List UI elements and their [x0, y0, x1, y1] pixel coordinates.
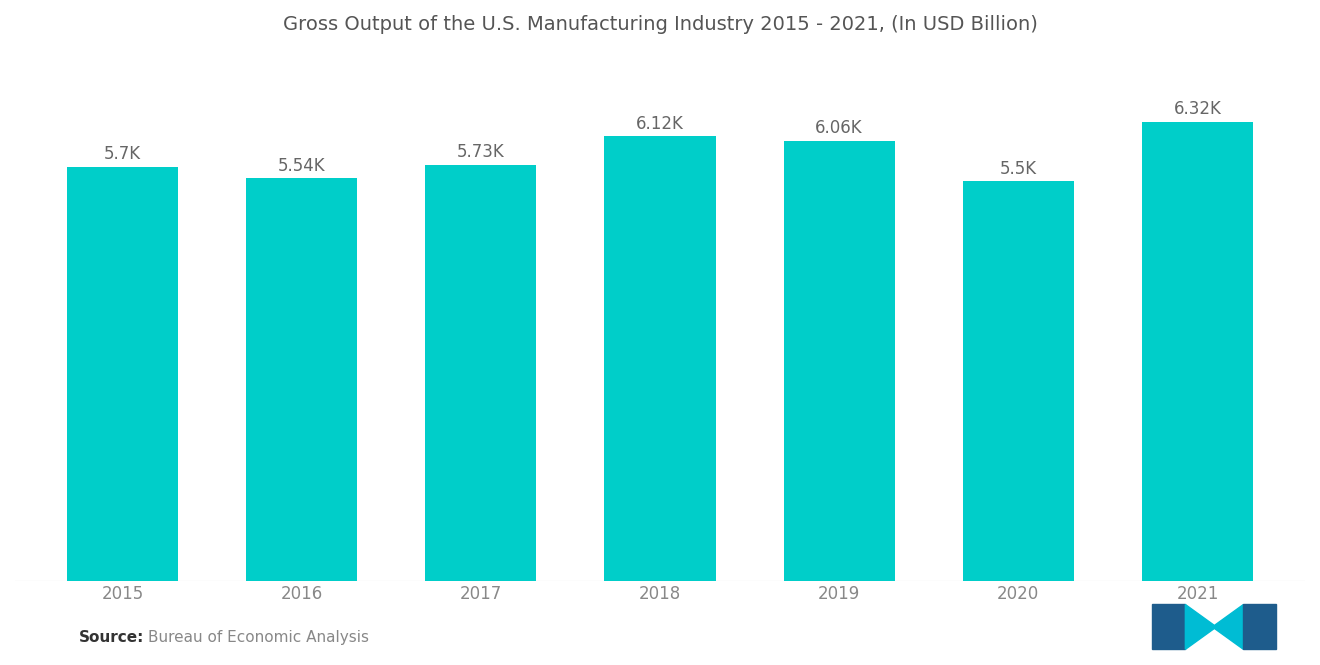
Text: Bureau of Economic Analysis: Bureau of Economic Analysis: [148, 630, 368, 645]
Text: 6.06K: 6.06K: [816, 119, 863, 137]
Text: 6.32K: 6.32K: [1173, 100, 1221, 118]
Bar: [1142, 122, 1253, 581]
Title: Gross Output of the U.S. Manufacturing Industry 2015 - 2021, (In USD Billion): Gross Output of the U.S. Manufacturing I…: [282, 15, 1038, 34]
Polygon shape: [1185, 604, 1243, 649]
Bar: [962, 182, 1074, 581]
Text: 5.54K: 5.54K: [277, 157, 326, 175]
Polygon shape: [1243, 604, 1276, 649]
Text: 5.5K: 5.5K: [999, 160, 1038, 178]
Bar: [425, 164, 536, 581]
Text: 5.73K: 5.73K: [457, 143, 504, 161]
Text: Source:: Source:: [79, 630, 145, 645]
Text: 5.7K: 5.7K: [104, 145, 141, 163]
Bar: [784, 140, 895, 581]
Bar: [605, 136, 715, 581]
Bar: [67, 167, 178, 581]
Polygon shape: [1152, 604, 1185, 649]
Text: 6.12K: 6.12K: [636, 114, 684, 132]
Bar: [246, 178, 358, 581]
